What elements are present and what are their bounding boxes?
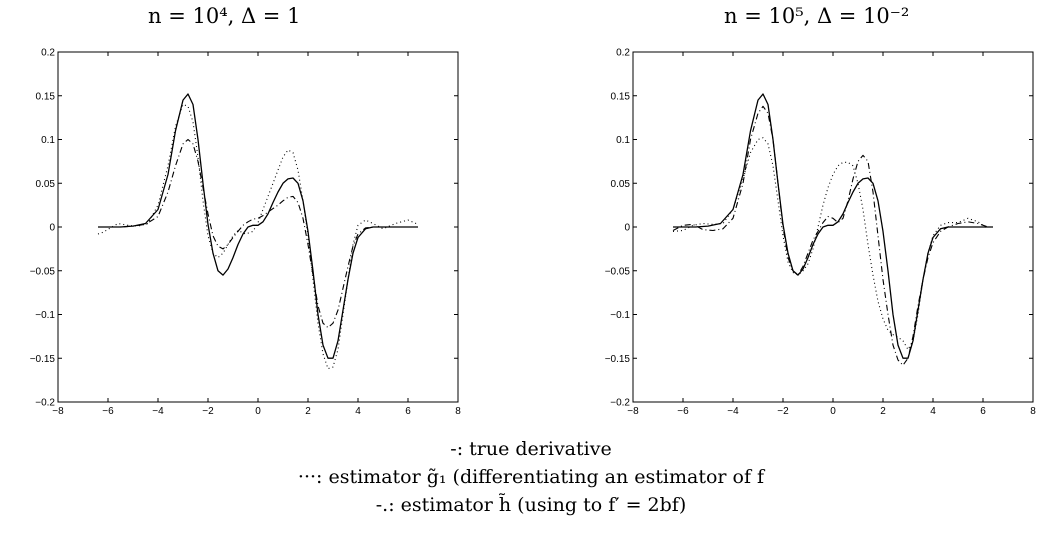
x-tick-label: 4 <box>930 406 936 417</box>
left-line-plot: −8 −6 −4 −2 0 2 4 6 8 −0.2 −0.15 −0.1 −0.05 0 0.05 0.1 0… <box>30 48 462 418</box>
y-tick-label: −0.1 <box>610 310 630 321</box>
x-tick-label: 2 <box>305 406 311 417</box>
x-tick-label: 6 <box>980 406 986 417</box>
y-tick-label: −0.15 <box>30 354 56 365</box>
y-tick-label: 0.2 <box>616 48 630 59</box>
legend-estimator-h: -.: estimator h̃ (using to f′ = 2bf) <box>375 494 687 516</box>
y-tick-label: −0.2 <box>35 398 55 409</box>
x-tick-label: −4 <box>152 406 164 417</box>
y-tick-label: 0.2 <box>41 48 55 59</box>
x-tick-label: 8 <box>1030 406 1036 417</box>
x-tick-label: 6 <box>405 406 411 417</box>
y-tick-label: −0.05 <box>30 266 56 277</box>
series-dashdot-line <box>672 105 989 366</box>
x-tick-label: −2 <box>202 406 214 417</box>
y-tick-label: 0.15 <box>36 91 56 102</box>
legend-estimator-g1: ···: estimator g̃₁ (differentiating an e… <box>297 466 765 488</box>
y-tick-label: −0.2 <box>610 398 630 409</box>
y-tick-label: 0.1 <box>616 135 630 146</box>
series-dashdot-line <box>98 138 418 329</box>
y-tick-label: −0.1 <box>35 310 55 321</box>
x-tick-label: 0 <box>255 406 261 417</box>
right-panel-title: n = 10⁵, Δ = 10⁻² <box>724 4 910 28</box>
series-dotted-line <box>672 137 989 351</box>
x-tick-label: −6 <box>102 406 114 417</box>
series-solid-line <box>98 93 418 359</box>
y-tick-label: 0.1 <box>41 135 55 146</box>
y-tick-label: 0.05 <box>36 179 56 190</box>
series-dotted-line <box>97 103 419 370</box>
x-tick-label: 4 <box>355 406 361 417</box>
left-panel-title: n = 10⁴, Δ = 1 <box>148 4 301 28</box>
y-tick-label: −0.15 <box>605 354 631 365</box>
legend-true-derivative: -: true derivative <box>450 438 612 460</box>
y-tick-label: 0 <box>49 223 55 234</box>
x-tick-label: 8 <box>455 406 461 417</box>
x-tick-label: −8 <box>52 406 64 417</box>
x-tick-label: −8 <box>627 406 639 417</box>
y-tick-label: 0 <box>624 223 630 234</box>
y-tick-label: 0.15 <box>611 91 631 102</box>
series-solid-line <box>673 93 993 359</box>
x-tick-label: −2 <box>777 406 789 417</box>
x-tick-label: −6 <box>677 406 689 417</box>
y-tick-label: 0.05 <box>611 179 631 190</box>
x-tick-label: 2 <box>880 406 886 417</box>
y-tick-label: −0.05 <box>605 266 631 277</box>
right-line-plot: −8 −6 −4 −2 0 2 4 6 8 −0.2 −0.15 −0.1 −0.05 0 0.05 0.1 0… <box>605 48 1037 418</box>
x-tick-label: −4 <box>727 406 739 417</box>
x-tick-label: 0 <box>830 406 836 417</box>
